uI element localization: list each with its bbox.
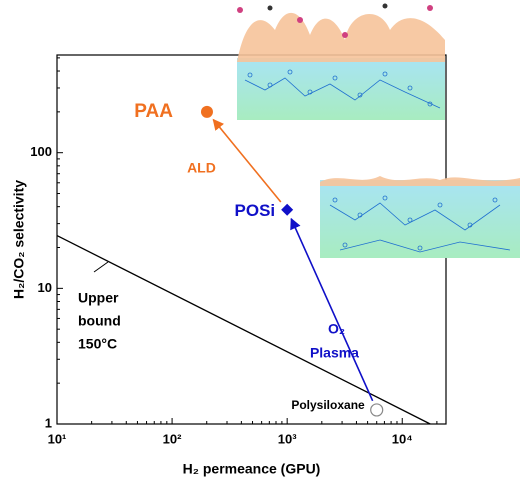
y-tick-label: 1 — [45, 415, 52, 430]
paa-schematic — [237, 3, 445, 120]
annotation: ALD — [187, 159, 216, 175]
point-label: PAA — [134, 101, 173, 122]
upper-bound-label: 150°C — [78, 336, 117, 352]
upper-bound-pointer — [93, 261, 109, 273]
y-tick-label: 100 — [30, 144, 52, 159]
annotation: Plasma — [310, 345, 359, 361]
x-axis-label: H₂ permeance (GPU) — [183, 461, 321, 477]
x-tick-label: 10³ — [278, 431, 297, 446]
x-tick-label: 10⁴ — [392, 431, 413, 446]
point-label: Polysiloxane — [291, 398, 365, 412]
point — [281, 203, 294, 216]
x-tick-label: 10² — [163, 431, 182, 446]
annotation: O₂ — [328, 321, 345, 337]
y-tick-label: 10 — [38, 280, 52, 295]
point — [200, 105, 213, 118]
arrow — [290, 217, 374, 402]
upper-bound-label: Upper — [78, 290, 119, 306]
point-label: POSi — [235, 201, 276, 220]
arrow — [212, 118, 282, 203]
x-tick-label: 10¹ — [48, 431, 67, 446]
upper-bound-label: bound — [78, 313, 121, 329]
posi-schematic — [320, 176, 520, 258]
upper-bound-line — [56, 234, 431, 425]
point — [370, 403, 384, 417]
y-axis-label: H₂/CO₂ selectivity — [11, 180, 27, 299]
